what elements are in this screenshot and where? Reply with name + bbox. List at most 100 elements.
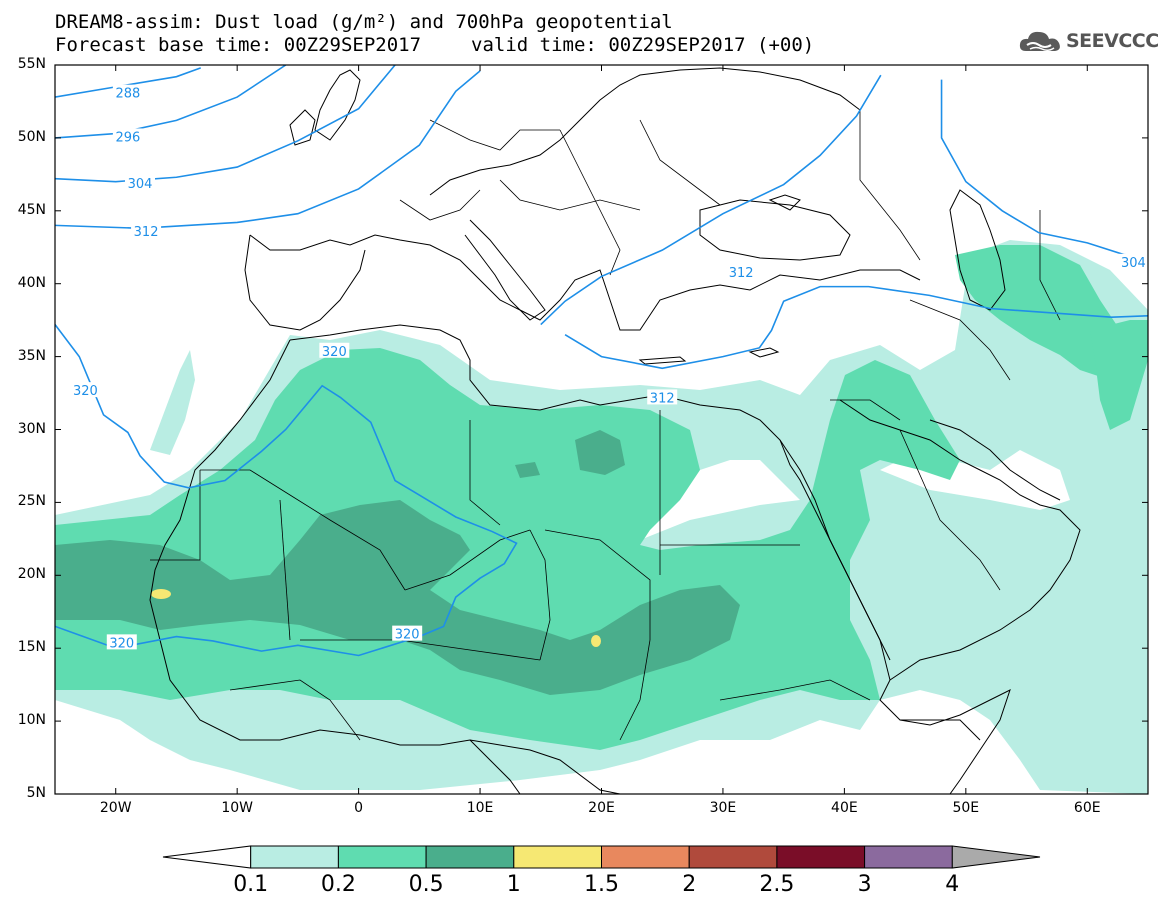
base-time: Forecast base time: 00Z29SEP2017 xyxy=(55,34,422,56)
border xyxy=(559,129,621,276)
contour-label-bg xyxy=(106,634,137,650)
colorbar-swatch xyxy=(688,845,778,869)
lon-label: 0 xyxy=(354,800,364,816)
contour-line-320 xyxy=(55,324,518,657)
colorbar-swatch xyxy=(513,845,602,869)
contour-label: 312 xyxy=(650,391,675,406)
coastline-europe xyxy=(249,234,921,331)
contour-label: 304 xyxy=(1121,256,1146,271)
border xyxy=(909,299,1011,381)
coastline-north-africa xyxy=(289,324,981,741)
border xyxy=(429,119,560,151)
cloud-icon xyxy=(1019,31,1060,52)
border xyxy=(300,639,541,661)
border xyxy=(529,529,551,661)
colorbar-label: 4 xyxy=(945,872,960,897)
coastline-arabia xyxy=(839,399,1081,681)
lon-label: 30E xyxy=(709,800,737,816)
border xyxy=(830,399,901,421)
lat-label: 45N xyxy=(17,201,46,218)
lon-label: 20E xyxy=(588,800,615,816)
contour-label-bg xyxy=(125,175,156,191)
colorbar-label: 2.5 xyxy=(759,872,795,897)
border xyxy=(229,679,361,741)
lon-label: 10E xyxy=(466,800,494,816)
colorbar-label: 1.5 xyxy=(584,872,619,897)
contour-label-bg xyxy=(112,128,143,144)
contour-label: 312 xyxy=(729,266,754,281)
contour-line-288 xyxy=(55,67,202,98)
border xyxy=(544,529,651,640)
contour-line-312 xyxy=(564,285,1148,370)
coastline-ireland xyxy=(289,109,316,146)
lat-label: 55N xyxy=(17,56,46,72)
colorbar-label: 2 xyxy=(682,872,697,897)
colorbar-swatch xyxy=(601,845,690,869)
contour-label: 304 xyxy=(128,177,153,192)
dust-region-medium xyxy=(1090,320,1148,430)
colorbar-swatch xyxy=(337,845,427,869)
lat-label: 20N xyxy=(17,566,46,583)
dust-region-dense xyxy=(55,500,740,695)
dust-field xyxy=(55,240,1148,794)
border xyxy=(859,110,921,261)
coastline-europe-north xyxy=(429,67,861,196)
border xyxy=(200,469,406,591)
coastline-iberia xyxy=(244,234,366,331)
border xyxy=(639,119,721,206)
contour-line-304 xyxy=(940,79,1148,259)
border xyxy=(899,429,1001,591)
logo-text: SEEVCCC xyxy=(1066,30,1159,52)
colorbar xyxy=(162,845,1041,869)
coastline-caspian xyxy=(949,189,1006,311)
chart-subtitle: Forecast base time: 00Z29SEP2017 valid ti… xyxy=(55,34,814,56)
dust-peak xyxy=(591,635,601,647)
coastline-red-sea xyxy=(779,439,891,661)
coastline-cyprus xyxy=(748,347,780,358)
dust-region-medium xyxy=(55,348,960,750)
dust-peak xyxy=(151,589,171,599)
contour-label-bg xyxy=(647,389,678,405)
lon-label: 60E xyxy=(1073,800,1101,816)
coastline-crimea xyxy=(768,194,801,211)
colorbar-swatch xyxy=(951,845,1041,869)
contour-label-bg xyxy=(726,264,757,280)
contour-label-bg xyxy=(131,223,162,239)
contour-label: 296 xyxy=(115,130,140,145)
lat-label: 15N xyxy=(17,639,46,656)
lat-label: 10N xyxy=(17,712,46,729)
contour-line-304 xyxy=(55,65,396,183)
colorbar-swatch xyxy=(776,845,866,869)
colorbar-label: 1 xyxy=(506,872,521,897)
colorbar-label: 0.1 xyxy=(233,872,269,897)
colorbar-swatch xyxy=(425,845,515,869)
border xyxy=(499,179,641,211)
border xyxy=(399,189,481,221)
colorbar-swatch xyxy=(864,845,953,869)
contour-label: 288 xyxy=(115,87,140,102)
lon-label: 50E xyxy=(952,800,980,816)
contour-line-296 xyxy=(55,65,287,139)
border xyxy=(619,639,651,741)
coastlines xyxy=(149,67,1081,794)
coastline-crete xyxy=(638,356,687,365)
dust-region-dense xyxy=(575,430,625,475)
chart-title: DREAM8-assim: Dust load (g/m²) and 700hP… xyxy=(55,11,673,33)
lon-label: 20W xyxy=(99,800,132,816)
dust-region-light xyxy=(150,350,195,455)
border xyxy=(719,679,871,701)
contour-label-bg xyxy=(319,342,350,358)
colorbar-label: 3 xyxy=(857,872,872,897)
lat-label: 50N xyxy=(17,128,46,145)
contour-label: 320 xyxy=(73,384,98,399)
contour-label-bg xyxy=(112,84,143,100)
axis-ticks xyxy=(55,64,1148,795)
colorbar-swatch xyxy=(162,845,252,869)
lon-label: 10W xyxy=(221,800,253,816)
lat-label: 5N xyxy=(26,785,46,801)
valid-time: valid time: 00Z29SEP2017 (+00) xyxy=(471,34,815,56)
contour-labels: 288 296 304 312 312 312 304 320 320 320 320 xyxy=(70,84,1149,651)
lat-label: 35N xyxy=(17,347,46,364)
coastline-uk xyxy=(314,69,361,141)
